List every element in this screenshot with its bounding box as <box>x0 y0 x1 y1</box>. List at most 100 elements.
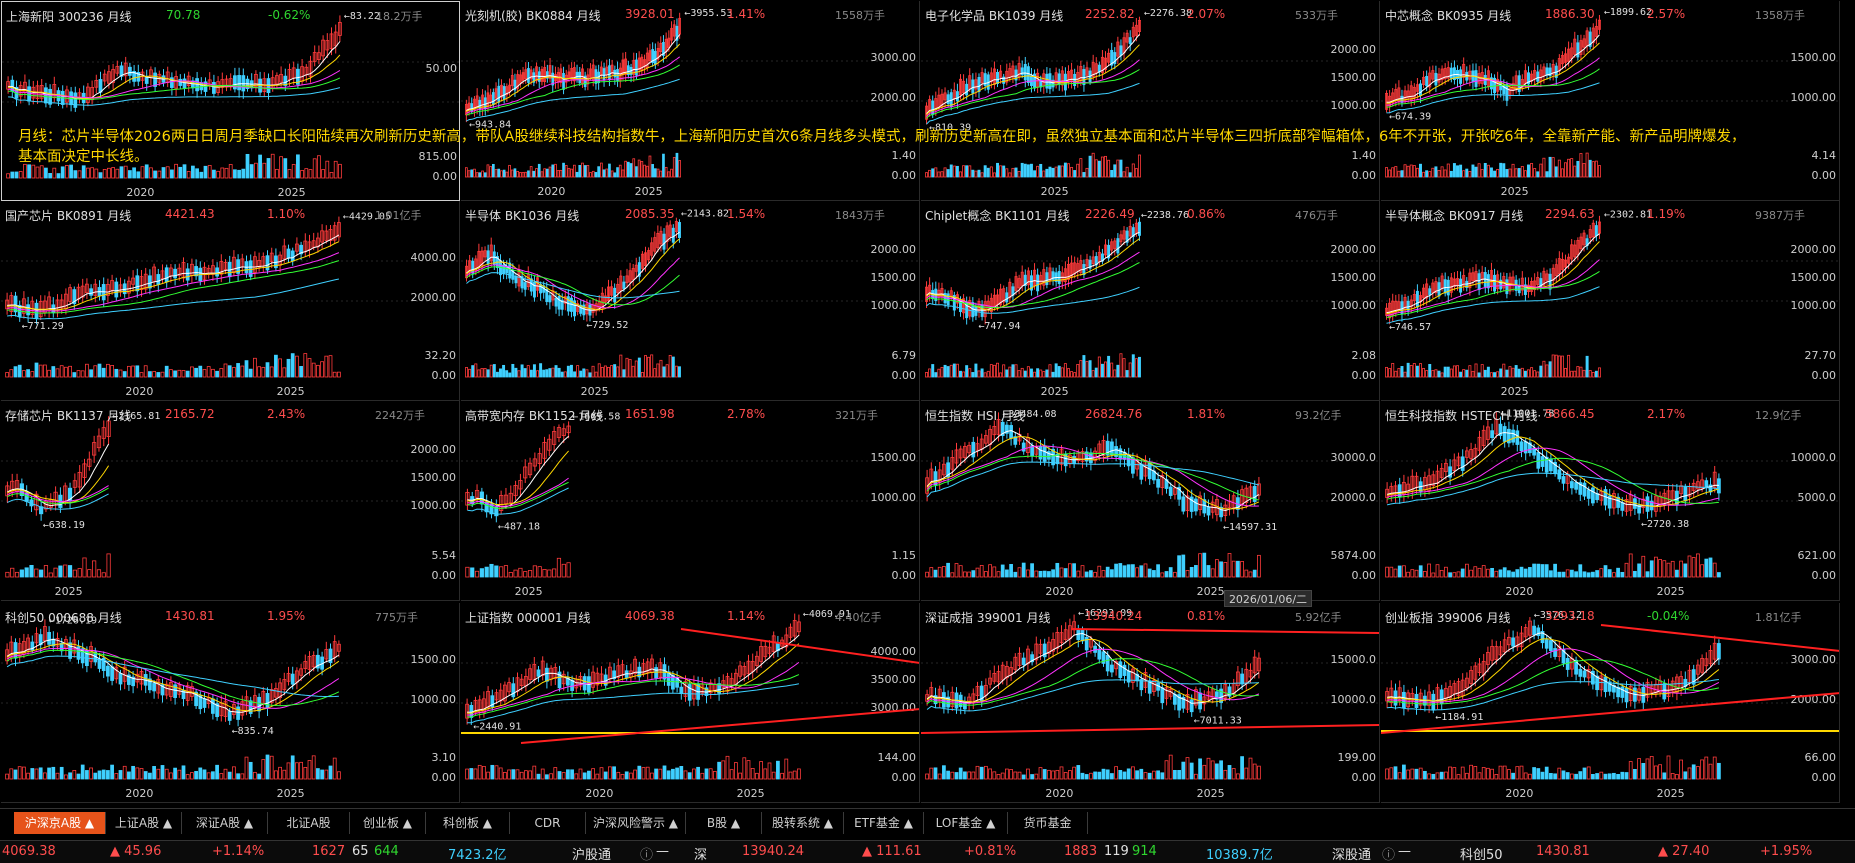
volume-bar <box>1122 358 1126 378</box>
market-tab[interactable]: CDR <box>510 812 586 834</box>
volume-bar <box>278 766 282 780</box>
market-tab[interactable]: 科创板 ▲ <box>426 812 510 834</box>
low-label: ←2720.38 <box>1641 519 1689 530</box>
candle <box>1507 428 1511 444</box>
chart-panel[interactable]: ←1669.58 ←487.18 1500.00 1000.00 1.15 0.00 202… <box>461 401 920 601</box>
chart-panel[interactable]: ←3576.12 ←1184.91 3000.00 2000.00 66.00 0.00 2… <box>1381 603 1840 803</box>
volume-bar <box>1637 563 1641 578</box>
volume-label: 93.2亿手 <box>1295 409 1342 422</box>
hgt-label[interactable]: 沪股通 <box>572 848 612 863</box>
market-tab[interactable]: 沪深京A股 ▲ <box>14 812 106 834</box>
chart-panel[interactable]: ←2165.81 ←638.19 2000.00 1500.00 1000.00 5.54… <box>1 401 460 601</box>
ma-line-60 <box>1386 472 1719 506</box>
volume-bar <box>1628 761 1633 780</box>
price-axis-tick: 1000.00 <box>871 491 917 504</box>
market-tab[interactable]: ETF基金 ▲ <box>844 812 924 834</box>
market-tab[interactable]: 深证A股 ▲ <box>182 812 268 834</box>
volume-bar <box>1560 168 1564 178</box>
chart-panel[interactable]: ←16293.09 ←7011.33 15000.0 10000.0 199.00 0.0… <box>921 603 1380 803</box>
market-tab[interactable]: 股转系统 ▲ <box>762 812 844 834</box>
candle <box>992 426 997 436</box>
candle <box>303 661 308 669</box>
candle <box>1486 652 1490 665</box>
candle <box>543 67 546 82</box>
candle <box>1428 288 1432 296</box>
chart-panel[interactable]: ←2302.81 ←746.57 2000.00 1500.00 1000.00 27.7… <box>1381 201 1840 401</box>
volume-bar <box>1434 166 1438 178</box>
sgt-label[interactable]: 深股通 <box>1332 848 1372 863</box>
chart-panel[interactable]: ←2276.38 ←810.39 2000.00 1500.00 1000.00 1.40… <box>921 1 1380 201</box>
hgt-info-icon[interactable]: ⓘ <box>640 848 654 863</box>
chart-panel[interactable]: ←4069.91 ←2440.91 4000.00 3500.00 3000.00 144… <box>461 603 920 803</box>
chart-panel[interactable]: ←2238.76 ←747.94 2000.00 1500.00 1000.00 2.08… <box>921 201 1380 401</box>
volume-bar <box>253 771 257 780</box>
volume-bar <box>662 366 666 378</box>
volume-bar <box>658 768 663 780</box>
volume-axis-tick: 0.00 <box>1352 771 1377 784</box>
market-tab[interactable]: 上证A股 ▲ <box>106 812 182 834</box>
volume-bar <box>1059 567 1064 578</box>
chart-panel[interactable]: ←83.22 50.00 815.00 0.00 2020 2025 上海新阳 300236… <box>1 1 460 201</box>
chart-panel[interactable]: ←33484.08 ←14597.31 30000.0 20000.0 5874.00 0… <box>921 401 1380 601</box>
volume-bar <box>1131 766 1135 780</box>
volume-bar <box>1717 572 1721 578</box>
chart-panel[interactable]: ←2143.82 ←729.52 2000.00 1500.00 1000.00 6.79… <box>461 201 920 401</box>
volume-bar <box>1231 560 1236 578</box>
candle <box>585 303 589 315</box>
volume-bar <box>14 571 20 578</box>
volume-bar <box>943 167 947 178</box>
volume-bar <box>508 572 513 578</box>
volume-bar <box>1514 168 1518 178</box>
candle <box>1409 299 1413 308</box>
volume-bar <box>1394 370 1398 378</box>
candle <box>1576 240 1580 256</box>
chart-panel[interactable]: ←3955.53 ←943.84 3000.00 2000.00 1.40 0.00 202… <box>461 1 920 201</box>
volume-bar <box>1456 571 1461 578</box>
volume-bar <box>1073 372 1077 378</box>
market-tab[interactable]: 北证A股 <box>268 812 350 834</box>
market-tab[interactable]: LOF基金 ▲ <box>924 812 1008 834</box>
candle <box>771 635 776 653</box>
candle <box>940 93 944 107</box>
volume-bar <box>237 169 241 179</box>
candle <box>173 268 177 279</box>
volume-bar <box>1051 167 1055 178</box>
candle <box>1034 643 1039 661</box>
volume-bar <box>586 165 590 178</box>
chart-panel[interactable]: ←4429.05 ←771.29 4000.00 2000.00 32.20 0.00 20… <box>1 201 460 401</box>
sgt-info-icon[interactable]: ⓘ <box>1382 848 1396 863</box>
candle <box>1542 270 1546 286</box>
market-tab[interactable]: 创业板 ▲ <box>350 812 426 834</box>
volume-bar <box>1483 369 1487 378</box>
candle <box>539 284 543 294</box>
candle <box>119 65 124 77</box>
volume-bar <box>1017 370 1021 378</box>
volume-bar <box>1219 561 1223 578</box>
chart-panel[interactable]: ←1899.62 ←674.39 1500.00 1000.00 4.14 0.00 202… <box>1381 1 1840 201</box>
volume-bar <box>1511 163 1515 178</box>
candle <box>975 686 980 697</box>
candle <box>282 245 287 260</box>
ma-line-20 <box>8 69 341 99</box>
market-tab[interactable]: B股 ▲ <box>686 812 762 834</box>
volume-bar <box>1248 571 1253 578</box>
volume-bar <box>1057 165 1061 178</box>
volume-bar <box>1452 572 1457 578</box>
candle <box>1469 670 1473 684</box>
candle <box>607 286 610 302</box>
market-tab[interactable]: 沪深风险警示 ▲ <box>586 812 686 834</box>
year-label: 2025 <box>515 585 543 598</box>
volume-bar <box>1434 369 1438 378</box>
price-axis-tick: 1500.00 <box>871 271 917 284</box>
volume-bar <box>1448 572 1452 578</box>
candle <box>299 244 303 255</box>
market-tab[interactable]: 货币基金 <box>1008 812 1088 834</box>
chart-panel[interactable]: ←1726.19 ←835.74 1500.00 1000.00 3.10 0.00 202… <box>1 603 460 803</box>
volume-bar <box>1134 358 1138 378</box>
volume-bar <box>1248 757 1253 780</box>
volume-bar <box>1603 773 1608 780</box>
volume-axis-tick: 2.08 <box>1352 349 1377 362</box>
candle <box>1091 61 1095 78</box>
chart-panel[interactable]: ←11001.78 ←2720.38 10000.0 5000.0 621.00 0.00… <box>1381 401 1840 601</box>
